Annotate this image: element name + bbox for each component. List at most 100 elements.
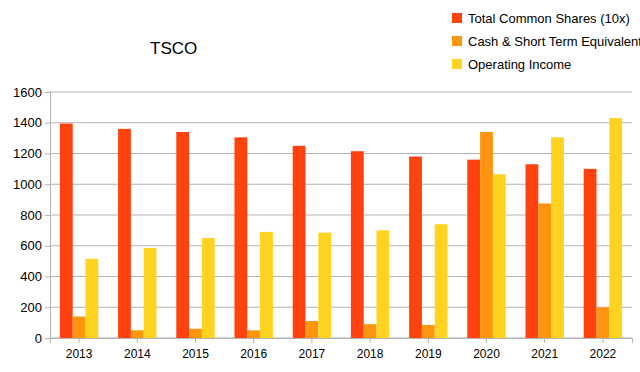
x-tick-mark: [311, 338, 312, 343]
y-tick-mark: [45, 307, 50, 308]
y-tick: 1200: [13, 146, 50, 161]
legend-item: Cash & Short Term Equivalents: [452, 34, 640, 49]
bar: [118, 129, 131, 338]
legend-label: Total Common Shares (10x): [468, 11, 630, 26]
title: TSCO: [150, 39, 197, 58]
x-tick-label: 2015: [182, 347, 209, 361]
y-tick: 400: [20, 269, 50, 284]
y-tick-mark: [45, 277, 50, 278]
y-tick: 200: [20, 300, 50, 315]
x-tick-mark: [137, 338, 138, 343]
grid-line: [50, 184, 632, 185]
bar: [305, 321, 318, 338]
x-tick-mark: [370, 338, 371, 343]
x-tick-mark: [544, 338, 545, 343]
series: [60, 124, 597, 338]
bar: [131, 330, 144, 338]
bar: [260, 232, 273, 338]
y-tick: 1400: [13, 115, 50, 130]
x-tick: 2022: [590, 338, 617, 361]
bar: [467, 160, 480, 338]
y-tick: 1600: [13, 85, 50, 100]
x-tick: 2020: [473, 338, 500, 361]
y-tick-label: 600: [20, 238, 42, 253]
y-tick-label: 0: [35, 331, 42, 346]
y-tick-label: 800: [20, 208, 42, 223]
x-tick-label: 2019: [415, 347, 442, 361]
y-tick-label: 1600: [13, 85, 42, 100]
bar: [234, 137, 247, 338]
y-tick-label: 1400: [13, 115, 42, 130]
y-tick-mark: [45, 338, 50, 339]
y-tick: 800: [20, 208, 50, 223]
x-tick-mark: [253, 338, 254, 343]
legend-swatch: [452, 13, 462, 23]
y-tick-mark: [45, 92, 50, 93]
x-tick-label: 2018: [357, 347, 384, 361]
y-tick-mark: [45, 184, 50, 185]
x-axis-line: [51, 339, 633, 344]
x-tick-mark: [79, 338, 80, 343]
y-tick-mark: [45, 123, 50, 124]
bar: [60, 124, 73, 338]
bar: [202, 238, 215, 338]
bar: [144, 248, 157, 338]
plot: 0200400600800100012001400160020132014201…: [13, 85, 632, 361]
y-tick-label: 200: [20, 300, 42, 315]
series: [86, 118, 623, 338]
x-tick-label: 2021: [531, 347, 558, 361]
y-tick-mark: [45, 246, 50, 247]
bar: [480, 132, 493, 338]
x-tick: 2016: [240, 338, 267, 361]
legend-item: Total Common Shares (10x): [452, 11, 630, 26]
legend: Total Common Shares (10x) Cash & Short Te…: [452, 11, 640, 72]
bar: [551, 137, 564, 338]
y-tick-mark: [45, 215, 50, 216]
x-tick-label: 2020: [473, 347, 500, 361]
x-tick-mark: [195, 338, 196, 343]
x-tick-label: 2014: [124, 347, 151, 361]
bar: [584, 169, 597, 338]
bar: [364, 324, 377, 338]
bar: [247, 330, 260, 338]
y-tick: 1000: [13, 177, 50, 192]
bar: [293, 146, 306, 338]
legend-item: Operating Income: [452, 57, 571, 72]
grid-line: [50, 122, 632, 123]
y-tick: 0: [35, 331, 50, 346]
y-tick-label: 400: [20, 269, 42, 284]
legend-swatch: [452, 36, 462, 46]
bar: [525, 164, 538, 338]
x-tick: 2017: [299, 338, 326, 361]
bar: [318, 233, 331, 338]
y-tick: 600: [20, 238, 50, 253]
bar: [73, 316, 86, 338]
y-tick-mark: [45, 154, 50, 155]
bar: [189, 329, 202, 338]
legend-label: Cash & Short Term Equivalents: [468, 34, 640, 49]
bar: [538, 203, 551, 338]
bar: [176, 132, 189, 338]
grid-line: [50, 153, 632, 154]
y-tick-label: 1000: [13, 177, 42, 192]
x-tick: 2013: [66, 338, 93, 361]
x-tick-mark: [486, 338, 487, 343]
grid: [50, 92, 632, 338]
y-axis-line: [45, 93, 51, 339]
bars: [60, 118, 622, 338]
x-tick: 2015: [182, 338, 209, 361]
chart: 0200400600800100012001400160020132014201…: [0, 0, 640, 372]
bar: [596, 307, 609, 338]
bar: [377, 230, 390, 338]
bar: [86, 259, 99, 338]
bar: [422, 325, 435, 338]
x-tick-label: 2017: [299, 347, 326, 361]
x-tick: 2021: [531, 338, 558, 361]
x-tick: 2018: [357, 338, 384, 361]
bar: [351, 151, 364, 338]
x-tick: 2019: [415, 338, 442, 361]
grid-line: [50, 92, 632, 93]
bar: [493, 174, 506, 338]
x-axis: 2013 2014 2015 2016 2017 2018 2019 2020 2021 2022: [51, 338, 633, 361]
x-tick-label: 2016: [240, 347, 267, 361]
